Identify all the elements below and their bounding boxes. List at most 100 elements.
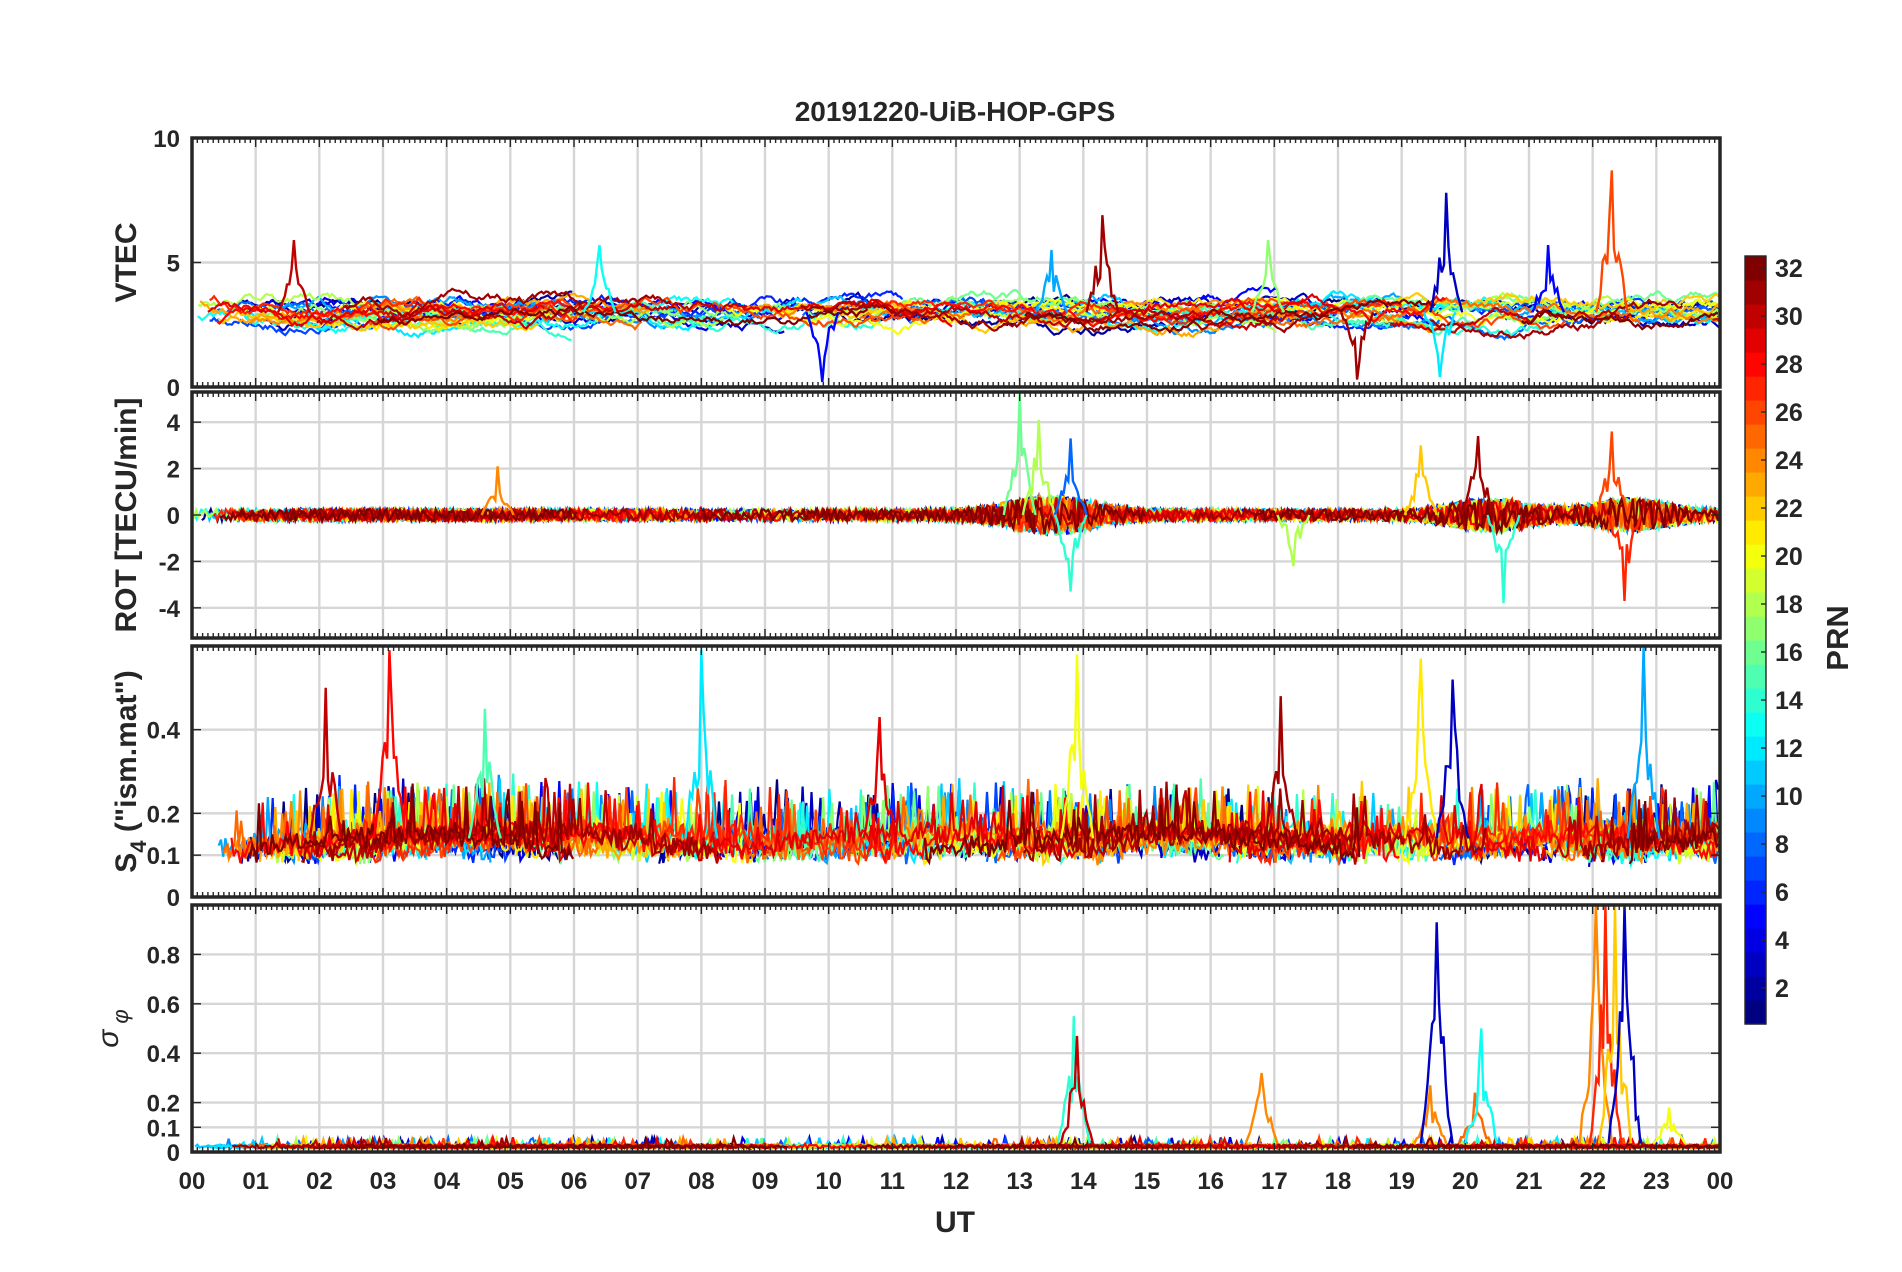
x-tick-label: 05	[497, 1168, 524, 1195]
y-tick-label: 0.4	[147, 718, 181, 745]
colorbar-segment	[1745, 448, 1766, 473]
event-spike-vtec-3	[1034, 249, 1069, 313]
x-axis-label: UT	[935, 1206, 975, 1239]
event-spike-s4-6	[862, 717, 897, 839]
series-prn-32	[1352, 1139, 1720, 1150]
x-tick-label: 20	[1452, 1168, 1479, 1195]
chart-title: 20191220-UiB-HOP-GPS	[795, 96, 1116, 127]
series-group-rot	[192, 394, 1720, 604]
series-group-sigma	[194, 905, 1720, 1152]
colorbar-segment	[1745, 976, 1766, 1001]
event-spike-vtec-1	[582, 244, 617, 313]
y-tick-label: 10	[153, 126, 180, 153]
y-tick-label: 0.4	[147, 1041, 181, 1068]
event-spike-sigma-2	[1244, 1072, 1279, 1144]
colorbar-segment	[1745, 544, 1766, 569]
colorbar-segment	[1745, 280, 1766, 305]
colorbar-segment	[1745, 952, 1766, 977]
colorbar-segment	[1745, 328, 1766, 353]
event-spike-rot-1	[1021, 419, 1056, 516]
x-tick-label: 14	[1070, 1168, 1097, 1195]
y-tick-label: 0	[167, 885, 180, 912]
colorbar-segment	[1745, 520, 1766, 545]
colorbar-segment	[1745, 904, 1766, 929]
series-prn-31	[1425, 298, 1684, 341]
colorbar-segment	[1745, 928, 1766, 953]
x-tick-label: 12	[943, 1168, 970, 1195]
series-prn-32	[923, 784, 1361, 866]
y-tick-label: 0	[167, 375, 180, 402]
series-prn-31	[1192, 498, 1544, 533]
y-tick-label: 0.2	[147, 1091, 180, 1118]
x-tick-label: 00	[1707, 1168, 1734, 1195]
series-prn-32	[858, 1135, 1123, 1151]
event-spike-vtec-10	[1422, 311, 1457, 378]
colorbar-tick-label: 12	[1775, 735, 1803, 763]
event-spike-sigma-10	[1607, 905, 1642, 1144]
x-tick-label: 00	[179, 1168, 206, 1195]
event-spike-vtec-2	[1085, 215, 1120, 313]
series-prn-27	[209, 294, 578, 323]
series-prn-32	[1628, 800, 1720, 865]
colorbar-segment	[1745, 808, 1766, 833]
x-tick-label: 03	[370, 1168, 397, 1195]
colorbar-tick-label: 20	[1775, 543, 1803, 571]
y-tick-label: 0.2	[147, 801, 180, 828]
x-tick-label: 02	[306, 1168, 333, 1195]
y-axis-label-vtec: VTEC	[110, 222, 143, 302]
event-spike-rot-6	[1486, 514, 1521, 604]
series-prn-14	[643, 316, 882, 335]
event-spike-sigma-4	[1419, 922, 1454, 1144]
event-spike-rot-9	[1276, 514, 1311, 567]
colorbar-segment	[1745, 640, 1766, 665]
panel-sigma: 00.10.2 0.4 0.6 0.8 σ φ 00 01 02 03 04 05 06 07 08 09 1…	[92, 903, 1734, 1195]
y-tick-label: -4	[159, 596, 181, 623]
y-tick-label: -2	[159, 549, 180, 576]
colorbar-segment	[1745, 760, 1766, 785]
colorbar-tick-label: 24	[1775, 447, 1803, 475]
series-prn-32	[1521, 309, 1719, 331]
colorbar-segment	[1745, 616, 1766, 641]
event-spike-s4-0	[308, 687, 343, 839]
series-prn-30	[1389, 306, 1632, 334]
event-spike-s4-7	[1263, 696, 1298, 839]
series-prn-32	[376, 305, 869, 327]
event-spike-s4-8	[1435, 679, 1470, 839]
y-tick-label: 0	[167, 1140, 180, 1167]
event-spike-s4-1	[372, 650, 407, 839]
y-axis-label-sigma: σ φ	[92, 1009, 133, 1048]
colorbar-segment	[1745, 472, 1766, 497]
x-tick-label: 13	[1006, 1168, 1033, 1195]
colorbar-tick-label: 6	[1775, 879, 1789, 907]
event-spike-sigma-1	[1059, 1035, 1095, 1144]
colorbar-segment	[1745, 856, 1766, 881]
series-prn-29	[302, 787, 573, 864]
colorbar-segment	[1745, 1000, 1766, 1025]
event-spike-rot-2	[1053, 438, 1088, 516]
series-prn-10	[1634, 311, 1720, 324]
colorbar-segment	[1745, 256, 1766, 281]
y-tick-label: 0.8	[147, 942, 180, 969]
event-spike-rot-3	[1053, 514, 1088, 592]
x-tick-label: 21	[1516, 1168, 1543, 1195]
colorbar-segment	[1745, 496, 1766, 521]
series-prn-26	[365, 296, 918, 331]
y-tick-label: 4	[167, 410, 181, 437]
event-spike-s4-5	[1626, 646, 1661, 839]
event-spike-sigma-0	[1056, 1016, 1091, 1144]
colorbar-frame	[1744, 255, 1767, 1025]
panel-s4: 0 0.1 0.2 0.4S4 ("ism.mat")	[110, 644, 1722, 912]
colorbar-segment	[1745, 400, 1766, 425]
series-prn-32	[1253, 494, 1720, 537]
colorbar-segment	[1745, 424, 1766, 449]
series-prn-32	[1024, 298, 1436, 334]
series-prn-18	[197, 291, 725, 329]
x-tick-label: 22	[1579, 1168, 1606, 1195]
x-tick-label: 01	[242, 1168, 269, 1195]
event-spike-vtec-9	[805, 311, 840, 383]
event-spike-rot-7	[1594, 431, 1629, 516]
event-spike-s4-9	[467, 708, 502, 839]
x-tick-label: 04	[433, 1168, 460, 1195]
y-tick-label: 0.1	[147, 843, 180, 870]
